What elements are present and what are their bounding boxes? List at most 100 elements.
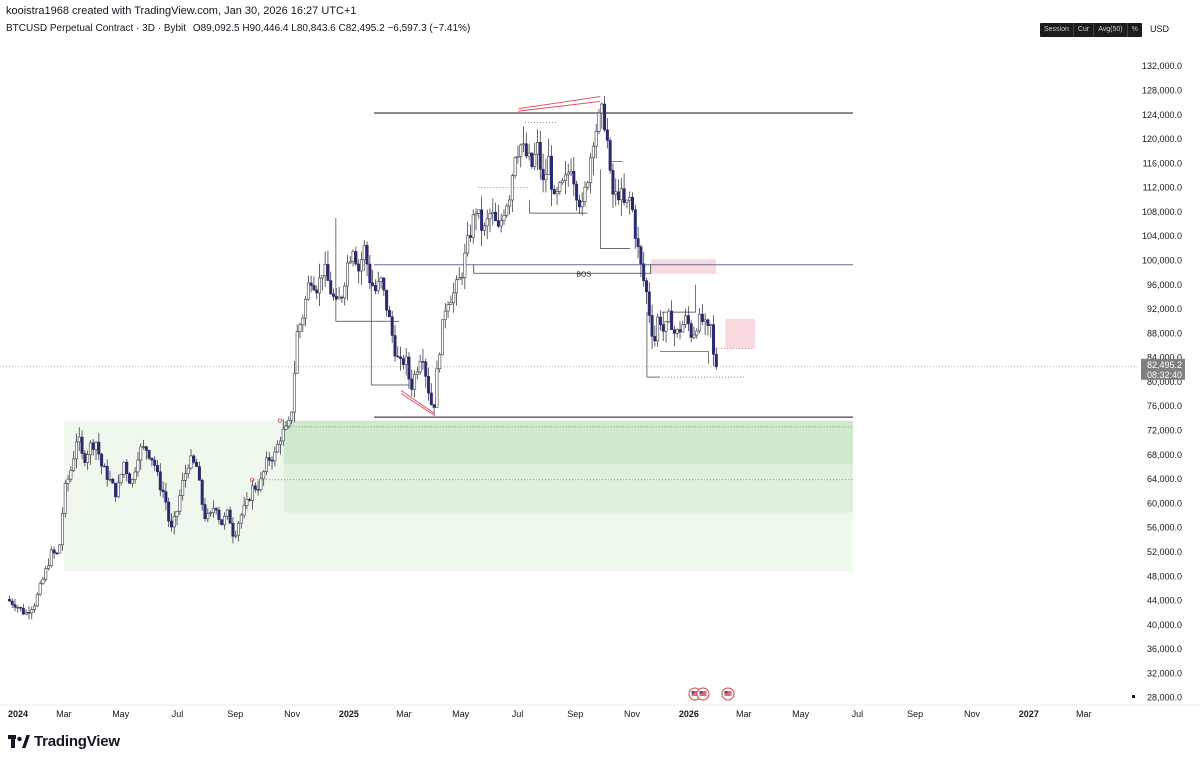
time-tick-label: 2027 <box>1019 709 1039 719</box>
price-tick-label: 40,000.0 <box>1147 620 1182 630</box>
candle-body <box>577 199 581 208</box>
candle-body <box>686 315 690 324</box>
candle-body <box>661 324 665 332</box>
candle-body <box>237 522 241 536</box>
candle-body <box>600 103 604 114</box>
candle-body <box>122 461 126 475</box>
bos-step-line <box>473 264 652 274</box>
candle-body <box>172 516 176 528</box>
candle-body <box>482 225 486 231</box>
candle-body <box>192 455 196 463</box>
candle-body <box>281 428 285 442</box>
candle-body <box>667 310 671 322</box>
divergence-line <box>518 100 601 112</box>
candle-body <box>44 568 48 580</box>
candle-body <box>678 329 682 333</box>
candle-body <box>591 145 595 159</box>
symbol-name[interactable]: BTCUSD Perpetual Contract · 3D · Bybit <box>6 23 187 34</box>
candle-body <box>234 534 238 537</box>
candle-body <box>97 441 101 455</box>
price-tick-label: 68,000.0 <box>1147 450 1182 460</box>
candle-body <box>684 315 688 325</box>
candle-body <box>142 446 146 448</box>
candle-body <box>111 478 115 484</box>
candle-body <box>460 277 464 279</box>
candle-body <box>519 144 523 157</box>
candle-body <box>530 152 534 168</box>
candle-body <box>424 361 428 377</box>
candle-body <box>362 245 366 260</box>
price-tick-label: 32,000.0 <box>1147 668 1182 678</box>
candle-body <box>52 549 56 554</box>
candle-body <box>262 471 266 480</box>
candle-body <box>468 235 472 238</box>
candle-body <box>250 485 254 501</box>
toolbar-currency-button[interactable]: Cur <box>1074 23 1095 37</box>
ohlc-readout: O89,092.5 H90,446.4 L80,843.6 C82,495.2 … <box>192 23 471 34</box>
brand-name: TradingView <box>34 733 120 750</box>
candle-body <box>217 509 221 520</box>
candle-body <box>270 460 274 462</box>
candle-body <box>376 281 380 292</box>
toolbar-session-button[interactable]: Session <box>1040 23 1074 37</box>
toolbar-percent-button[interactable]: % <box>1131 26 1138 33</box>
candle-body <box>167 501 171 522</box>
candle-body <box>619 188 623 201</box>
price-tick-label: 28,000.0 <box>1147 693 1182 703</box>
candle-body <box>19 606 23 609</box>
candle-body <box>147 450 151 459</box>
candle-body <box>33 605 37 610</box>
candle-body <box>477 209 481 214</box>
candle-body <box>597 112 601 132</box>
candle-body <box>672 329 676 334</box>
candle-body <box>454 279 458 294</box>
candle-body <box>223 515 227 526</box>
candle-body <box>175 510 179 517</box>
candle-body <box>72 458 76 471</box>
candle-body <box>569 171 573 174</box>
overlay-layer <box>0 96 1140 701</box>
candle-body <box>575 183 579 201</box>
scale-toolbar: Session Cur Avg(50) % <box>1040 23 1142 37</box>
candle-body <box>552 189 556 195</box>
candle-body <box>155 465 159 473</box>
candle-body <box>449 302 453 305</box>
candle-body <box>83 453 87 463</box>
candle-body <box>200 479 204 505</box>
candle-body <box>698 313 702 332</box>
candle-body <box>16 606 20 609</box>
candle-body <box>256 489 260 491</box>
candle-body <box>692 334 696 338</box>
candle-body <box>605 129 609 141</box>
candle-body <box>278 440 282 445</box>
candle-body <box>549 155 553 190</box>
price-tick-label: 60,000.0 <box>1147 498 1182 508</box>
toolbar-avg-button[interactable]: Avg(50) <box>1094 23 1128 37</box>
tradingview-brand[interactable]: TradingView <box>8 733 120 750</box>
candle-body <box>183 473 187 481</box>
candle-body <box>273 451 277 462</box>
candle-body <box>133 471 137 480</box>
structure-line <box>659 351 709 364</box>
price-tick-label: 76,000.0 <box>1147 401 1182 411</box>
candle-body <box>189 455 193 469</box>
candle-body <box>264 457 268 472</box>
candle-body <box>700 313 704 322</box>
candle-body <box>438 354 442 370</box>
price-tick-label: 112,000.0 <box>1143 183 1182 193</box>
divergence-line <box>400 390 435 414</box>
candle-body <box>225 509 229 517</box>
candle-body <box>547 155 551 175</box>
candle-body <box>351 251 355 262</box>
currency-label[interactable]: USD <box>1150 24 1170 34</box>
price-tick-label: 120,000.0 <box>1142 134 1182 144</box>
candle-body <box>337 296 341 300</box>
candle-body <box>675 329 679 334</box>
candle-body <box>502 215 506 221</box>
candle-body <box>642 263 646 281</box>
candle-body <box>301 317 305 326</box>
candle-body <box>480 209 484 231</box>
candle-body <box>510 175 514 201</box>
time-tick-label: Mar <box>736 709 752 719</box>
